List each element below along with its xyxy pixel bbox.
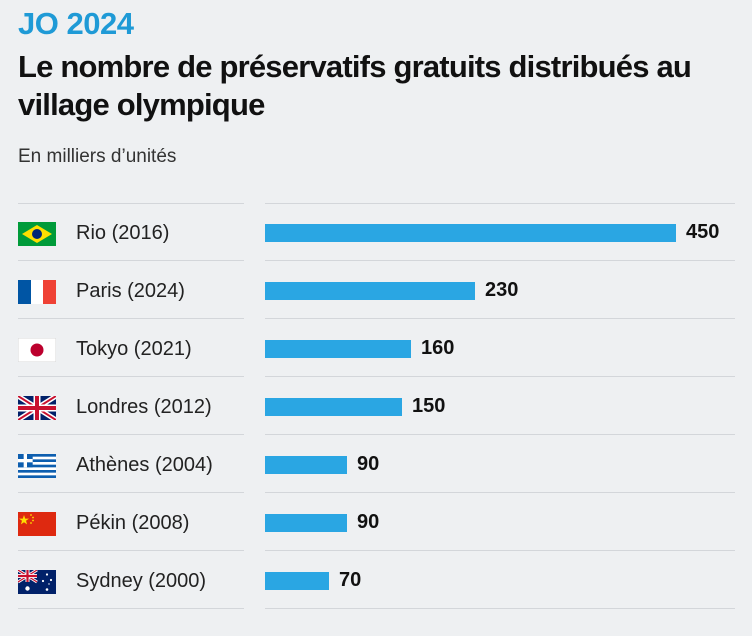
row-separator bbox=[18, 550, 244, 551]
china-flag-icon bbox=[18, 512, 56, 536]
row-separator bbox=[265, 492, 735, 493]
data-label: 160 bbox=[421, 337, 455, 359]
bar-chart: Rio (2016) 450 Paris (2024) 230 Tokyo (2021)… bbox=[0, 203, 752, 609]
category-label: Sydney (2000) bbox=[76, 570, 207, 592]
data-label: 230 bbox=[485, 279, 519, 301]
row-separator bbox=[265, 434, 735, 435]
chart-row: Pékin (2008) 90 bbox=[0, 493, 752, 551]
chart-row: Tokyo (2021) 160 bbox=[0, 319, 752, 377]
bar bbox=[265, 572, 329, 590]
row-separator bbox=[18, 318, 244, 319]
data-label: 70 bbox=[339, 569, 362, 591]
france-flag-icon bbox=[18, 280, 56, 304]
category-label: Athènes (2004) bbox=[76, 454, 213, 476]
category-label: Pékin (2008) bbox=[76, 512, 190, 534]
chart-row: Sydney (2000) 70 bbox=[0, 551, 752, 609]
uk-flag-icon bbox=[18, 396, 56, 420]
row-separator bbox=[18, 376, 244, 377]
category-label: Londres (2012) bbox=[76, 396, 212, 418]
row-separator bbox=[18, 203, 244, 204]
chart-row: Athènes (2004) 90 bbox=[0, 435, 752, 493]
row-separator bbox=[265, 203, 735, 204]
row-separator bbox=[18, 434, 244, 435]
brazil-flag-icon bbox=[18, 222, 56, 246]
bar bbox=[265, 514, 347, 532]
greece-flag-icon bbox=[18, 454, 56, 478]
row-separator bbox=[265, 318, 735, 319]
bar bbox=[265, 456, 347, 474]
row-separator bbox=[18, 492, 244, 493]
data-label: 450 bbox=[686, 221, 720, 243]
kicker: JO 2024 bbox=[18, 6, 134, 41]
bar bbox=[265, 340, 411, 358]
bar bbox=[265, 224, 676, 242]
row-separator bbox=[265, 608, 735, 609]
category-label: Rio (2016) bbox=[76, 222, 170, 244]
chart-row: Londres (2012) 150 bbox=[0, 377, 752, 435]
row-separator bbox=[265, 550, 735, 551]
chart-row: Rio (2016) 450 bbox=[0, 203, 752, 261]
chart-subtitle: En milliers d’unités bbox=[18, 146, 177, 167]
chart-row: Paris (2024) 230 bbox=[0, 261, 752, 319]
row-separator bbox=[18, 608, 244, 609]
data-label: 90 bbox=[357, 511, 380, 533]
bar bbox=[265, 282, 475, 300]
australia-flag-icon bbox=[18, 570, 56, 594]
bar bbox=[265, 398, 402, 416]
row-separator bbox=[265, 376, 735, 377]
row-separator bbox=[265, 260, 735, 261]
chart-title: Le nombre de préservatifs gratuits distr… bbox=[18, 49, 692, 122]
category-label: Paris (2024) bbox=[76, 280, 185, 302]
category-label: Tokyo (2021) bbox=[76, 338, 192, 360]
data-label: 90 bbox=[357, 453, 380, 475]
row-separator bbox=[18, 260, 244, 261]
data-label: 150 bbox=[412, 395, 446, 417]
japan-flag-icon bbox=[18, 338, 56, 362]
